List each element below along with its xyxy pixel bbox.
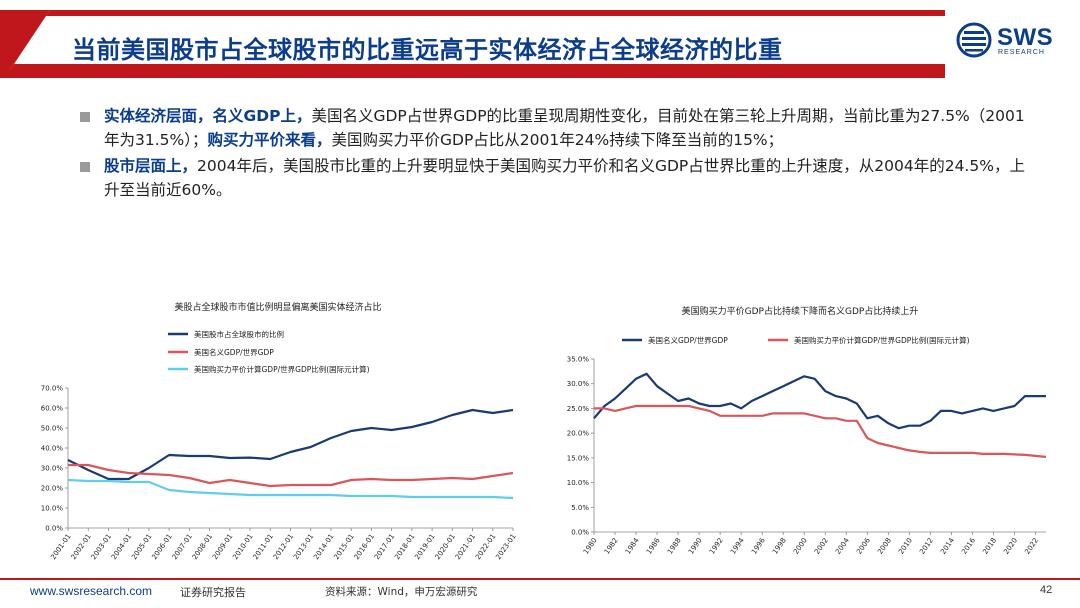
x-tick-label: 2004 bbox=[834, 536, 851, 556]
gdp-share-chart: 美国购买力平价GDP占比持续下降而名义GDP占比持续上升美国名义GDP/世界GD… bbox=[567, 305, 1047, 556]
chart-title: 美国购买力平价GDP占比持续下降而名义GDP占比持续上升 bbox=[682, 305, 919, 317]
sws-logo-icon bbox=[956, 22, 992, 58]
y-tick-label: 0.0% bbox=[571, 529, 589, 537]
x-tick-label: 1996 bbox=[750, 536, 767, 556]
y-tick-label: 70.0% bbox=[41, 385, 64, 393]
chart-title: 美股占全球股市市值比例明显偏离美国实体经济占比 bbox=[174, 301, 381, 313]
bullet-text: 2004年后，美国股市比重的上升要明显快于美国购买力平价和名义GDP占世界比重的… bbox=[104, 157, 1025, 199]
legend-label: 美国名义GDP/世界GDP bbox=[648, 335, 728, 345]
y-tick-label: 20.0% bbox=[567, 430, 590, 438]
logo-text: SWS bbox=[997, 24, 1054, 51]
page-title: 当前美国股市占全球股市的比重远高于实体经济占全球经济的比重 bbox=[72, 36, 783, 64]
series-line bbox=[67, 478, 514, 500]
y-tick-label: 0.0% bbox=[45, 525, 63, 533]
y-tick-label: 25.0% bbox=[567, 405, 590, 413]
bullet-bold: 股市层面上， bbox=[104, 157, 198, 175]
series-line bbox=[68, 463, 514, 488]
bullet-bold: 购买力平价来看， bbox=[207, 131, 332, 149]
x-tick-label: 2014 bbox=[939, 536, 956, 556]
x-tick-label: 2022 bbox=[1023, 537, 1040, 556]
x-tick-label: 1992 bbox=[708, 537, 725, 556]
x-tick-label: 2020 bbox=[1002, 537, 1019, 556]
x-tick-label: 2006 bbox=[855, 536, 872, 556]
series-line bbox=[67, 408, 514, 481]
x-tick-label: 2018 bbox=[981, 537, 998, 556]
bullet-text: 美国名义GDP占世界GDP的比重呈现周期性变化，目前处在第三轮上升周期，当前比重… bbox=[104, 107, 1025, 149]
y-tick-label: 40.0% bbox=[41, 445, 64, 453]
footer-report-label: 证券研究报告 bbox=[180, 586, 246, 599]
y-tick-label: 30.0% bbox=[567, 380, 590, 388]
x-tick-label: 1986 bbox=[645, 536, 662, 556]
x-tick-label: 1990 bbox=[687, 537, 704, 556]
x-tick-label: 2012 bbox=[918, 537, 935, 556]
x-tick-label: 2000 bbox=[792, 537, 809, 556]
x-tick-label: 2008 bbox=[876, 537, 893, 556]
x-tick-label: 2002 bbox=[813, 537, 830, 556]
bullet-square-icon bbox=[80, 112, 90, 122]
logo-subtext: RESEARCH bbox=[998, 49, 1045, 56]
bullet-square-icon bbox=[80, 162, 90, 172]
bullet-item: 实体经济层面，名义GDP上，美国名义GDP占世界GDP的比重呈现周期性变化，目前… bbox=[80, 104, 1040, 152]
y-tick-label: 15.0% bbox=[567, 454, 590, 462]
bullet-list: 实体经济层面，名义GDP上，美国名义GDP占世界GDP的比重呈现周期性变化，目前… bbox=[80, 104, 1040, 204]
x-tick-label: 2023-01 bbox=[494, 533, 517, 562]
legend-label: 美国购买力平价计算GDP/世界GDP比例(国际元计算) bbox=[794, 335, 970, 345]
title-frame bbox=[10, 10, 945, 70]
legend-label: 美国股市占全球股市的比例 bbox=[194, 329, 284, 339]
y-tick-label: 60.0% bbox=[41, 405, 64, 413]
series-line bbox=[594, 404, 1047, 458]
bullet-item: 股市层面上，2004年后，美国股市比重的上升要明显快于美国购买力平价和名义GDP… bbox=[80, 154, 1040, 202]
x-tick-label: 2016 bbox=[960, 536, 977, 556]
y-tick-label: 10.0% bbox=[567, 479, 590, 487]
x-tick-label: 1980 bbox=[582, 537, 599, 556]
x-tick-label: 1994 bbox=[729, 536, 746, 556]
x-tick-label: 1998 bbox=[771, 537, 788, 556]
x-tick-label: 1984 bbox=[624, 536, 641, 556]
y-tick-label: 35.0% bbox=[567, 356, 590, 364]
stock-share-chart: 美股占全球股市市值比例明显偏离美国实体经济占比美国股市占全球股市的比例美国名义G… bbox=[41, 301, 518, 562]
x-tick-label: 1988 bbox=[666, 537, 683, 556]
legend-label: 美国名义GDP/世界GDP bbox=[194, 347, 274, 357]
x-tick-label: 1982 bbox=[603, 537, 620, 556]
footer-divider bbox=[0, 578, 1080, 580]
y-tick-label: 20.0% bbox=[41, 485, 64, 493]
series-line bbox=[593, 372, 1046, 430]
legend-label: 美国购买力平价计算GDP/世界GDP比例(国际元计算) bbox=[194, 364, 370, 374]
footer-url[interactable]: www.swsresearch.com bbox=[30, 584, 153, 598]
bullet-bold: 实体经济层面，名义GDP上， bbox=[104, 107, 312, 125]
x-tick-label: 2010 bbox=[897, 537, 914, 556]
y-tick-label: 5.0% bbox=[571, 504, 589, 512]
y-tick-label: 10.0% bbox=[41, 505, 64, 513]
y-tick-label: 30.0% bbox=[41, 465, 64, 473]
page-number: 42 bbox=[1040, 584, 1053, 596]
footer-source: 资料来源：Wind，申万宏源研究 bbox=[325, 586, 478, 598]
bullet-text: 美国购买力平价GDP占比从2001年24%持续下降至当前的15%； bbox=[331, 131, 784, 149]
y-tick-label: 50.0% bbox=[41, 425, 64, 433]
